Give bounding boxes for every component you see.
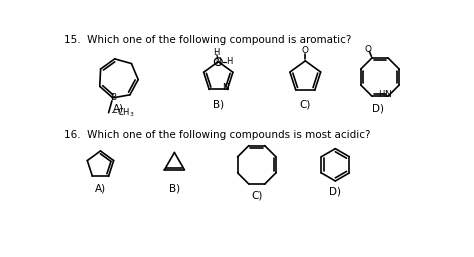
- Text: A): A): [95, 183, 106, 193]
- Text: N: N: [222, 84, 229, 93]
- Text: B: B: [109, 93, 116, 102]
- Text: N: N: [384, 90, 392, 99]
- Text: N: N: [215, 57, 221, 66]
- Text: $\mathdefault{-CH_3}$: $\mathdefault{-CH_3}$: [110, 106, 135, 119]
- Text: 16.  Which one of the following compounds is most acidic?: 16. Which one of the following compounds…: [64, 130, 371, 140]
- Text: H: H: [213, 48, 219, 57]
- Text: B): B): [213, 99, 224, 109]
- Text: H: H: [226, 57, 232, 66]
- Text: B): B): [169, 183, 180, 193]
- Text: O: O: [302, 45, 309, 54]
- Text: C): C): [251, 191, 263, 201]
- Text: C): C): [300, 99, 311, 109]
- Text: 15.  Which one of the following compound is aromatic?: 15. Which one of the following compound …: [64, 35, 352, 45]
- Text: D): D): [373, 103, 384, 113]
- Text: H: H: [379, 90, 385, 99]
- Text: A): A): [113, 103, 124, 113]
- Text: D): D): [329, 186, 341, 196]
- Text: O: O: [365, 45, 372, 54]
